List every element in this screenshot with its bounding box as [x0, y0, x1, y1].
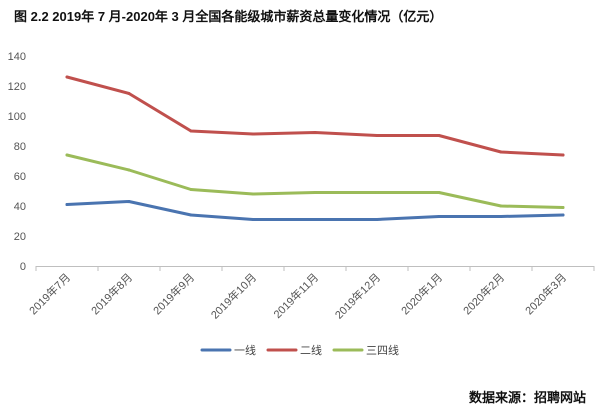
- y-tick-label: 20: [14, 231, 26, 243]
- data-point: [561, 206, 565, 209]
- data-point: [561, 213, 565, 217]
- data-point: [437, 134, 441, 137]
- y-tick-label: 40: [14, 201, 26, 213]
- y-tick-label: 120: [8, 81, 26, 93]
- y-tick-label: 0: [20, 261, 26, 273]
- data-point: [251, 218, 255, 221]
- y-tick-label: 80: [14, 141, 26, 153]
- data-point: [189, 188, 193, 191]
- data-point: [65, 203, 69, 206]
- x-tick-label: 2020年3月: [522, 270, 569, 317]
- data-point: [65, 153, 69, 157]
- data-point: [499, 150, 503, 154]
- data-point: [437, 215, 441, 218]
- series-line: [65, 153, 565, 209]
- x-tick-label: 2019年7月: [26, 270, 73, 317]
- data-point: [189, 213, 193, 217]
- data-point: [375, 191, 379, 194]
- x-tick-label: 2020年2月: [460, 270, 507, 317]
- legend-label: 一线: [234, 343, 256, 357]
- data-point: [313, 131, 317, 134]
- x-tick-label: 2019年8月: [88, 270, 135, 317]
- x-tick-label: 2019年12月: [332, 270, 383, 321]
- source-note: 数据来源：招聘网站: [468, 390, 586, 405]
- y-tick-label: 100: [8, 111, 26, 123]
- x-tick-label: 2020年1月: [398, 270, 445, 317]
- y-tick-label: 60: [14, 171, 26, 183]
- x-tick-label: 2019年10月: [208, 270, 259, 321]
- y-tick-label: 140: [8, 51, 26, 63]
- legend-label: 二线: [300, 343, 322, 357]
- data-point: [251, 192, 255, 196]
- data-point: [437, 191, 441, 194]
- data-point: [499, 204, 503, 208]
- data-point: [251, 132, 255, 136]
- data-point: [127, 200, 131, 203]
- data-point: [127, 168, 131, 172]
- data-point: [313, 191, 317, 194]
- data-point: [561, 153, 565, 157]
- x-tick-label: 2019年9月: [150, 270, 197, 317]
- data-point: [189, 129, 193, 133]
- legend-label: 三四线: [366, 343, 399, 357]
- series-line: [65, 75, 565, 157]
- data-point: [127, 92, 131, 95]
- data-point: [65, 75, 69, 79]
- x-tick-label: 2019年11月: [270, 270, 321, 321]
- data-point: [375, 218, 379, 221]
- data-point: [313, 218, 317, 221]
- data-point: [499, 215, 503, 218]
- chart-title: 图 2.2 2019年 7 月-2020年 3 月全国各能级城市薪资总量变化情况…: [14, 9, 443, 24]
- data-point: [375, 134, 379, 137]
